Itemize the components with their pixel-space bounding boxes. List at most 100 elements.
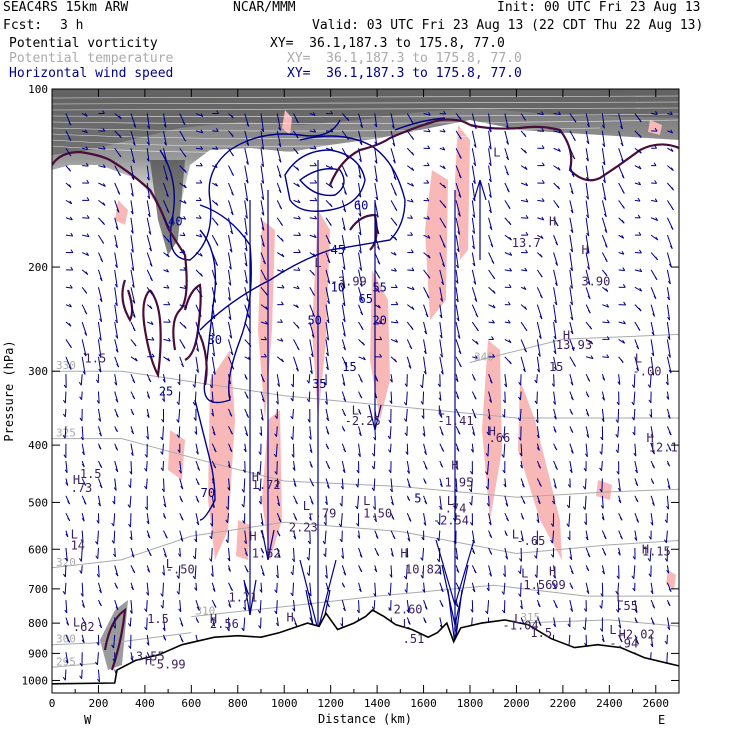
wind-vector-head (501, 454, 505, 458)
wind-vector-head (114, 264, 118, 268)
wind-vector-head (458, 135, 462, 140)
wind-vector-head (553, 366, 557, 371)
wind-vector-head (86, 214, 90, 219)
wind-vector (536, 426, 540, 439)
wind-vector-head (523, 133, 527, 137)
wind-vector-head (358, 432, 362, 437)
wind-vector-head (551, 383, 555, 387)
wind-vector (618, 321, 626, 325)
wind-vector (585, 182, 589, 200)
wind-vector (666, 252, 672, 268)
wind-vector (146, 130, 150, 146)
wind-vector (98, 147, 106, 150)
wind-vector (309, 443, 313, 453)
wind-vector-head (553, 335, 557, 340)
wind-vector-head (411, 151, 415, 156)
wind-vector-head (99, 464, 103, 468)
wind-vector (536, 339, 541, 357)
wind-vector (488, 200, 492, 214)
wind-vector (97, 321, 102, 341)
wind-vector-head (342, 382, 346, 386)
wind-vector-head (163, 123, 167, 128)
wind-vector-head (485, 610, 488, 615)
wind-vector (162, 391, 165, 402)
wind-vector (634, 269, 642, 273)
wind-vector-head (636, 519, 639, 523)
wind-vector-head (346, 117, 350, 121)
wind-vector (667, 112, 673, 116)
wind-vector-head (245, 179, 249, 184)
wind-vector-head (615, 419, 619, 423)
wind-vector (293, 461, 296, 471)
wind-vector (82, 165, 89, 167)
wind-vector-head (405, 451, 409, 455)
wind-vector (244, 217, 248, 236)
wind-vector (585, 287, 591, 299)
wind-vector (114, 235, 118, 248)
wind-vector-head (146, 520, 150, 525)
wind-vector-head (525, 249, 528, 254)
wind-vector-head (408, 365, 412, 369)
wind-vector-head (485, 471, 488, 475)
wind-vector-head (584, 521, 587, 525)
wind-vector-head (473, 162, 477, 167)
wind-vector-head (605, 288, 609, 292)
wind-vector-head (330, 165, 334, 170)
wind-vector (276, 374, 280, 387)
wind-vector-head (637, 214, 641, 219)
wind-vector-head (111, 540, 115, 544)
wind-vector-head (342, 469, 346, 473)
wind-vector (211, 530, 213, 539)
wind-vector-head (180, 498, 183, 502)
wind-vector (276, 130, 282, 147)
wind-vector-head (506, 141, 509, 145)
wind-vector-head (667, 280, 671, 285)
wind-vector (81, 530, 84, 543)
wind-vector-head (95, 541, 98, 545)
wind-vector-head (618, 624, 622, 629)
wind-vector-head (277, 554, 281, 558)
wind-vector-head (340, 623, 343, 627)
wind-vector-head (667, 296, 670, 301)
wind-vector (324, 530, 327, 545)
wind-vector-head (343, 346, 346, 351)
wind-vector (325, 391, 328, 405)
wind-vector-head (314, 179, 318, 184)
wind-vector-head (199, 293, 203, 298)
wind-vector-head (146, 414, 150, 419)
wind-vector (519, 391, 522, 400)
wind-vector-head (313, 128, 317, 133)
wind-vector (64, 582, 67, 595)
wind-vector (455, 495, 457, 509)
wind-vector (520, 182, 528, 187)
wind-vector-head (455, 298, 459, 303)
wind-vector (472, 356, 478, 360)
wind-vector-head (244, 280, 248, 284)
wind-vector (146, 582, 149, 596)
wind-vector (341, 304, 346, 322)
wind-vector-head (407, 621, 411, 625)
wind-vector-head (63, 454, 67, 458)
wind-vector-head (570, 330, 574, 335)
wind-vector-head (278, 127, 281, 131)
wind-vector-head (403, 401, 407, 406)
field-extremum-label: L (71, 527, 78, 541)
wind-vector-head (554, 301, 558, 306)
wind-vector-head (443, 184, 447, 189)
wind-vector-head (647, 384, 651, 388)
wind-vector-head (328, 222, 332, 226)
wind-vector (162, 426, 164, 440)
wind-vector-head (132, 314, 136, 318)
wind-vector (633, 374, 636, 388)
wind-vector-head (115, 447, 119, 451)
wind-vector-head (129, 471, 133, 475)
wind-vector (227, 513, 229, 523)
wind-vector-head (671, 186, 674, 191)
wind-vector-head (404, 383, 408, 387)
wind-vector (308, 391, 311, 402)
wind-vector-head (620, 359, 624, 363)
wind-vector (423, 321, 428, 335)
wind-vector-head (424, 451, 427, 455)
wind-vector (650, 304, 656, 317)
wind-vector-head (264, 291, 268, 296)
